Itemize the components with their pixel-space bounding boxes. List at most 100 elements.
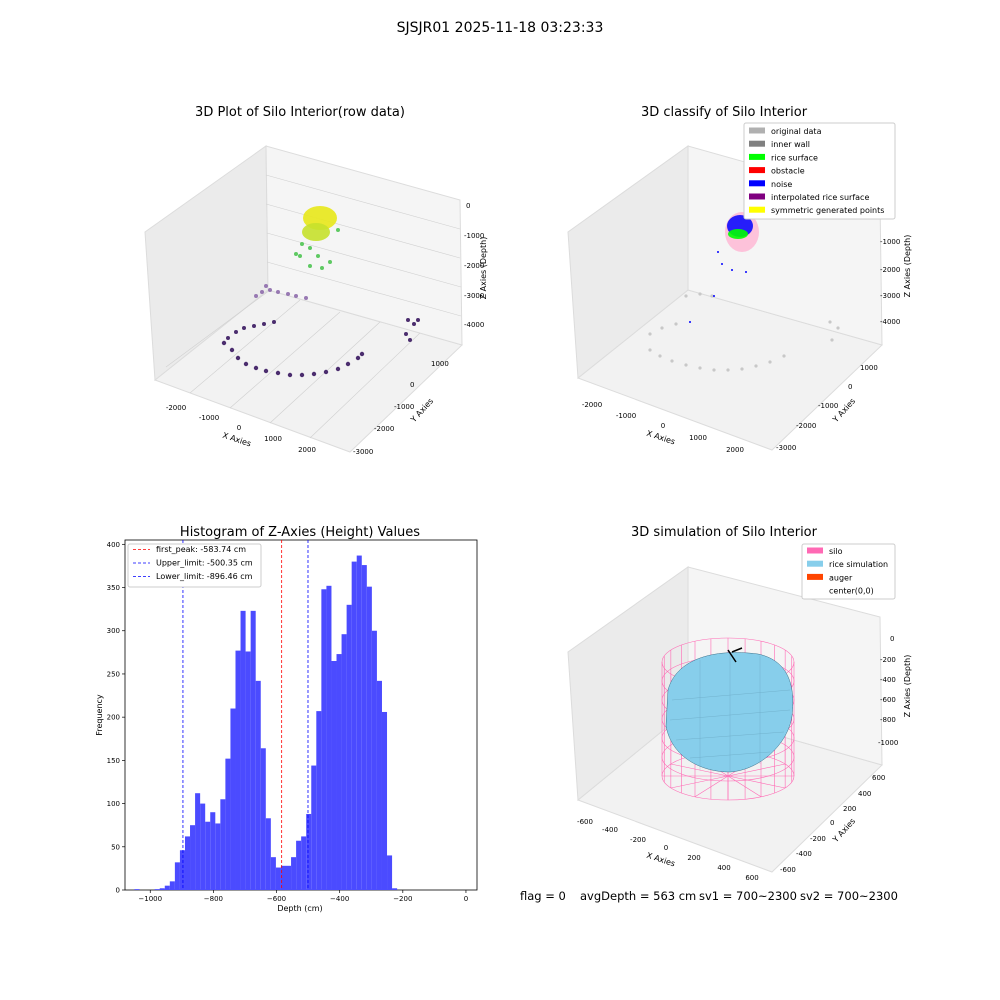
legend-label: center(0,0) [829,587,874,596]
simulation-xtick: -600 [577,818,593,826]
histogram-xlabel: Depth (cm) [277,904,322,913]
simulation-3d-title: 3D simulation of Silo Interior [631,525,818,540]
legend-swatch [807,547,823,554]
classify-legend: original data inner wall rice surface obsta… [743,122,896,220]
classify-ztick: -4000 [880,318,900,326]
footer-status: flag = 0 avgDepth = 563 cm sv1 = 700~230… [520,889,898,903]
histogram-bar [240,610,246,890]
classify-ytick: -1000 [818,402,838,410]
histogram-panel: Histogram of Z-Axies (Height) Values −10… [95,525,478,913]
classify-3d-title: 3D classify of Silo Interior [641,105,808,120]
simulation-legend-box [801,543,896,600]
histogram-legend-label: first_peak: -583.74 cm [156,545,246,554]
histogram-bar [326,585,332,890]
classify-3d-ticks: -2000 -1000 0 1000 2000 1000 0 -1000 -20… [582,238,901,454]
raw-zlabel: Z Axies (Depth) [479,237,488,300]
histogram-bar [260,748,266,890]
histogram-bar [179,850,185,890]
histogram-ytick-label: 150 [107,757,120,765]
histogram-bar [205,821,211,890]
raw-ytick: -1000 [394,403,414,411]
histogram-plot-area [124,539,478,891]
simulation-ztick: -200 [880,656,896,664]
classify-xtick: -2000 [582,401,602,409]
legend-label: silo [829,547,843,556]
raw-point-cluster-mid [302,223,330,241]
histogram-title: Histogram of Z-Axies (Height) Values [180,525,420,540]
histogram-bar [195,793,201,890]
simulation-xtick: 0 [664,844,668,852]
raw-3d-title: 3D Plot of Silo Interior(row data) [195,105,405,120]
histogram-bar [341,634,347,890]
silo-base-spoke [670,763,729,777]
silo-base-spoke [727,763,786,777]
histogram-bar [245,651,251,890]
classify-xtick: -1000 [616,412,636,420]
legend-swatch [807,560,823,567]
histogram-bar [159,888,165,890]
histogram-bar [336,654,342,890]
histogram-ytick-label: 200 [107,714,120,722]
histogram-bar [230,708,236,890]
histogram-bar [134,889,140,890]
simulation-ytick: 200 [843,805,856,813]
classify-noise-points [689,251,747,323]
classify-3d-panel: 3D classify of Silo Interior -2000 -1000… [567,105,912,454]
legend-label: symmetric generated points [771,206,884,215]
histogram-bar [311,765,317,890]
simulation-zlabel: Z Axies (Depth) [903,655,912,718]
histogram-ytick-label: 0 [116,887,120,895]
figure-suptitle: SJSJR01 2025-11-18 03:23:33 [397,20,604,36]
legend-swatch [807,587,823,594]
raw-3d-back-wall [265,145,463,346]
histogram-bar [275,867,281,890]
raw-ztick: -2000 [464,262,484,270]
histogram-bar [280,865,287,890]
histogram-bar [366,586,372,890]
histogram-bar [169,881,175,890]
histogram-bar [356,555,362,890]
histogram-bar [235,650,241,890]
histogram-xtick-label: −800 [204,895,223,903]
simulation-ytick: -400 [796,850,812,858]
simulation-rice-mesh [669,652,791,772]
footer-sv2: sv2 = 700~2300 [800,889,898,903]
simulation-ztick: -400 [880,676,896,684]
histogram-bar [321,589,327,890]
raw-3d-points [221,206,420,378]
legend-label: original data [771,127,822,136]
histogram-bars [134,555,398,890]
simulation-xtick: 200 [687,854,700,862]
legend-label: obstacle [771,167,805,176]
legend-swatch [749,167,765,174]
classify-ztick: -1000 [880,238,900,246]
histogram-bar [331,660,337,890]
simulation-ytick: -600 [780,866,796,874]
legend-label: interpolated rice surface [771,193,869,202]
classify-3d-points: original data inner wall rice surface obsta… [648,122,896,372]
histogram-bar [376,680,382,890]
histogram-bar [220,799,226,890]
classify-rice-surface [728,229,748,239]
classify-legend-box [743,122,896,220]
simulation-xtick: 600 [745,874,758,882]
histogram-bar [154,889,160,890]
raw-ytick: -3000 [353,448,373,456]
histogram-bar [174,862,180,890]
silo-base-spoke [727,775,786,789]
simulation-xtick: -400 [602,826,618,834]
raw-ytick: 1000 [431,360,449,368]
histogram-xticks: −1000 −800 −600 −400 −200 0 [138,890,468,903]
classify-original-points [648,292,840,372]
histogram-xtick-label: −400 [330,895,349,903]
histogram-bar [225,758,231,890]
histogram-ytick-label: 250 [107,670,120,678]
histogram-bar [387,855,393,890]
histogram-reference-lines [182,540,309,890]
histogram-legend-box [127,543,262,588]
legend-label: inner wall [771,140,810,149]
histogram-bar [316,711,322,890]
silo-base-spoke [727,775,762,798]
classify-ztick: -3000 [880,292,900,300]
histogram-ytick-label: 300 [107,627,120,635]
